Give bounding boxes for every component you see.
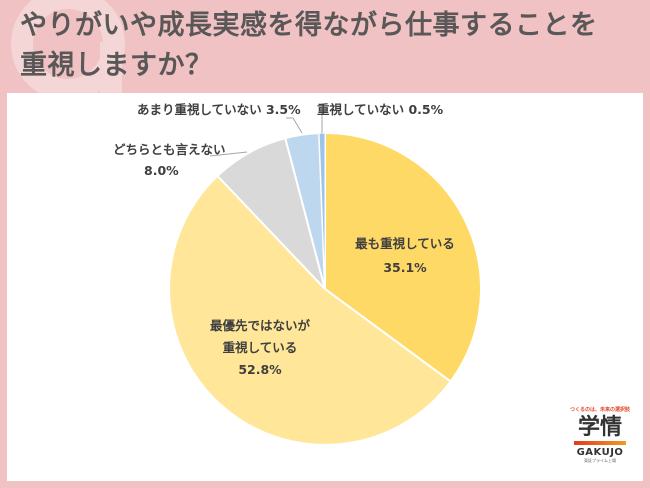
logo-sub: 東証プライム上場: [584, 458, 616, 463]
slice-not-important: [318, 132, 326, 290]
label-not-top: 最優先ではないが 重視している 52.8%: [200, 318, 320, 378]
page-title: やりがいや成長実感を得ながら仕事することを 重視しますか？: [20, 6, 598, 86]
title-line-2: 重視しますか？: [20, 50, 213, 81]
slice-most-important: [324, 131, 482, 383]
leader-line-neutral: [209, 151, 248, 157]
logo-gradient-bar: [574, 441, 626, 445]
label-most-value: 35.1%: [383, 260, 427, 275]
label-not-important: 重視していない 0.5%: [317, 102, 444, 117]
logo-name-ja: 学情: [577, 415, 622, 440]
slice-important-not-top: [168, 174, 453, 446]
logo-tagline: つくるのは、未来の選択肢: [570, 407, 630, 413]
label-most-name: 最も重視している: [355, 236, 455, 251]
logo-name-en: GAKUJO: [576, 447, 624, 458]
label-neutral-value: 8.0%: [144, 163, 179, 178]
label-not-much: あまり重視していない 3.5%: [137, 102, 301, 117]
title-line-1: やりがいや成長実感を得ながら仕事することを: [20, 10, 598, 41]
label-most: 最も重視している 35.1%: [350, 236, 460, 276]
label-not-top-line2: 重視している: [222, 340, 298, 355]
label-neutral-name: どちらとも言えない: [113, 142, 226, 157]
leader-line-not-much: [286, 117, 303, 134]
gakujo-logo: つくるのは、未来の選択肢 学情 GAKUJO 東証プライム上場: [570, 407, 630, 464]
label-not-top-line1: 最優先ではないが: [209, 318, 310, 333]
label-not-top-value: 52.8%: [238, 362, 282, 377]
